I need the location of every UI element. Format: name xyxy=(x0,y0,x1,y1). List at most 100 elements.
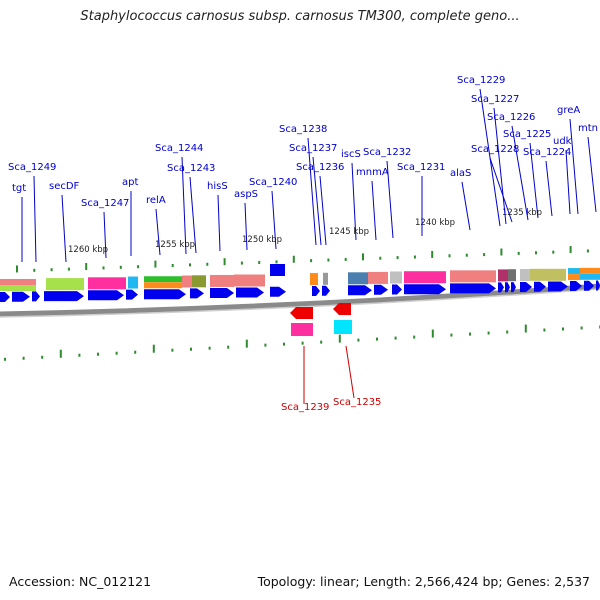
gene-arrow-minus[interactable] xyxy=(333,303,351,315)
gene-label[interactable]: Sca_1237 xyxy=(289,143,337,154)
gene-label[interactable]: Sca_1225 xyxy=(503,129,551,140)
gene-leader-line xyxy=(386,160,394,239)
gene-arrow[interactable] xyxy=(450,283,496,294)
gene-label[interactable]: Sca_1238 xyxy=(279,124,327,135)
gene-arrow[interactable] xyxy=(596,280,600,291)
tick-mark xyxy=(59,349,62,358)
gene-leader-line xyxy=(244,202,248,251)
gene-arrow[interactable] xyxy=(392,284,402,295)
tick-mark xyxy=(396,256,399,260)
gene-arrow[interactable] xyxy=(548,281,568,292)
tick-mark xyxy=(41,355,44,359)
gene-arrow[interactable] xyxy=(570,281,582,292)
gene-arrow[interactable] xyxy=(0,292,10,302)
gene-arrow[interactable] xyxy=(190,288,204,299)
gene-arrow[interactable] xyxy=(520,281,532,292)
domain-bar xyxy=(580,273,600,280)
tick-mark xyxy=(171,348,174,352)
gene-box[interactable] xyxy=(270,264,285,276)
domain-bar xyxy=(144,282,182,289)
tick-mark xyxy=(535,251,537,255)
gene-arrow[interactable] xyxy=(534,281,546,292)
gene-label[interactable]: mnmA xyxy=(356,167,389,178)
plus-strand-arrows[interactable] xyxy=(0,264,600,302)
domain-bar xyxy=(323,272,328,285)
gene-arrow[interactable] xyxy=(270,286,286,297)
gene-label[interactable]: Sca_1229 xyxy=(457,75,505,86)
tick-mark xyxy=(50,268,53,272)
gene-label[interactable]: Sca_1227 xyxy=(471,94,519,105)
gene-arrow[interactable] xyxy=(404,284,446,295)
tick-mark xyxy=(310,259,313,263)
domain-bar xyxy=(334,320,352,334)
gene-arrow[interactable] xyxy=(374,284,388,295)
gene-label[interactable]: Sca_1244 xyxy=(155,143,203,154)
gene-label[interactable]: Sca_1224 xyxy=(523,147,571,158)
gene-arrow[interactable] xyxy=(322,285,330,296)
tick-mark xyxy=(240,261,243,265)
gene-label[interactable]: tgt xyxy=(12,183,26,194)
gene-label[interactable]: Sca_1232 xyxy=(363,147,411,158)
gene-arrow[interactable] xyxy=(511,282,516,293)
tick-mark xyxy=(413,335,416,339)
gene-label[interactable]: Sca_1235 xyxy=(333,397,381,408)
gene-label[interactable]: Sca_1243 xyxy=(167,163,215,174)
domain-bar xyxy=(46,278,84,291)
tick-marks-lower xyxy=(4,324,600,361)
gene-leader-line xyxy=(61,194,67,263)
minus-strand-features[interactable] xyxy=(290,303,352,336)
gene-arrow[interactable] xyxy=(505,282,510,293)
gene-arrow[interactable] xyxy=(584,280,594,291)
gene-label[interactable]: Sca_1247 xyxy=(81,198,129,209)
tick-mark xyxy=(506,330,509,334)
gene-label[interactable]: aspS xyxy=(234,189,258,200)
gene-label[interactable]: Sca_1236 xyxy=(296,162,344,173)
gene-arrow[interactable] xyxy=(210,287,234,298)
tick-mark xyxy=(292,255,295,263)
gene-label[interactable]: Sca_1239 xyxy=(281,402,329,413)
gene-label[interactable]: Sca_1228 xyxy=(471,144,519,155)
gene-arrow[interactable] xyxy=(498,282,504,293)
domain-bar xyxy=(450,270,496,283)
gene-label[interactable]: greA xyxy=(557,105,580,116)
domain-bar xyxy=(508,269,516,282)
gene-arrow[interactable] xyxy=(88,290,124,301)
gene-leader-line xyxy=(493,107,507,225)
gene-label[interactable]: Sca_1231 xyxy=(397,162,445,173)
scale-label: 1235 kbp xyxy=(502,208,542,218)
gene-label[interactable]: iscS xyxy=(341,149,361,160)
tick-mark xyxy=(67,267,70,271)
domain-bar xyxy=(580,267,600,274)
gene-leader-line xyxy=(217,194,221,252)
gene-arrow[interactable] xyxy=(12,291,30,302)
gene-arrow[interactable] xyxy=(126,289,138,300)
tick-mark xyxy=(500,248,503,256)
gene-arrow-minus[interactable] xyxy=(290,307,313,319)
tick-mark xyxy=(152,344,155,353)
tick-mark xyxy=(362,253,364,261)
gene-label[interactable]: alaS xyxy=(450,168,471,179)
gene-arrow[interactable] xyxy=(144,289,186,300)
gene-arrow[interactable] xyxy=(348,285,372,296)
gene-arrow[interactable] xyxy=(312,285,320,296)
gene-label[interactable]: secDF xyxy=(49,181,80,192)
scale-label: 1255 kbp xyxy=(155,240,195,250)
gene-arrow[interactable] xyxy=(236,287,264,298)
gene-label[interactable]: relA xyxy=(146,195,166,206)
gene-label[interactable]: Sca_1249 xyxy=(8,162,56,173)
domain-bar xyxy=(192,275,206,288)
gene-label[interactable]: apt xyxy=(122,177,138,188)
gene-label[interactable]: hisS xyxy=(207,181,228,192)
domain-bar xyxy=(348,272,368,285)
gene-label[interactable]: Sca_1226 xyxy=(487,112,535,123)
tick-mark xyxy=(517,251,520,255)
gene-arrow[interactable] xyxy=(32,291,40,302)
gene-label[interactable]: Sca_1240 xyxy=(249,177,297,188)
gene-arrow[interactable] xyxy=(44,291,84,302)
gene-label[interactable]: udk xyxy=(553,136,572,147)
domain-bar xyxy=(390,271,402,284)
gene-label[interactable]: mtn xyxy=(578,123,598,134)
tick-mark xyxy=(376,337,378,341)
